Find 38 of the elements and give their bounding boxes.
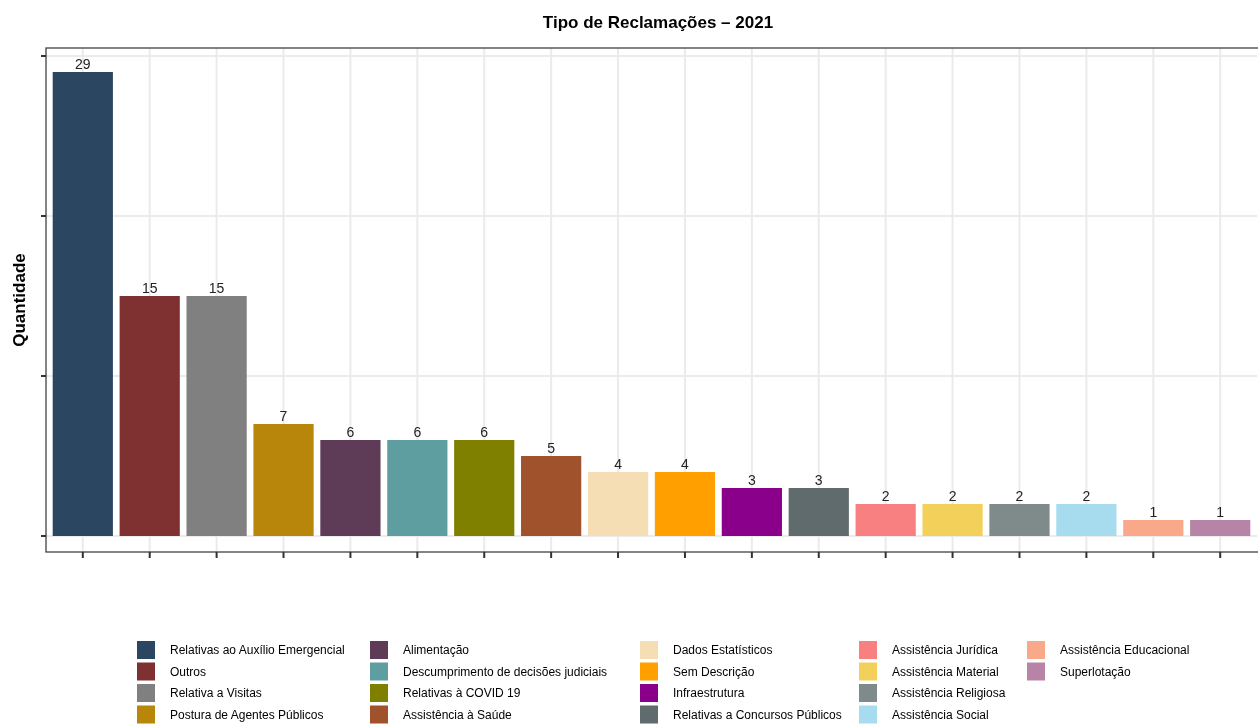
data-label: 2	[1082, 488, 1091, 504]
data-label: 3	[814, 472, 823, 488]
data-label: 3	[747, 472, 756, 488]
legend-label: Relativas à COVID 19	[403, 686, 521, 700]
legend-label: Superlotação	[1060, 664, 1132, 679]
data-label: 15	[208, 280, 225, 296]
legend-label: Infraestrutura	[673, 686, 745, 700]
legend-label: Assistência à Saúde	[403, 707, 513, 722]
data-label: 4	[614, 456, 623, 472]
legend-label: Sem Descrição	[673, 664, 755, 679]
data-label: 1	[1149, 504, 1158, 520]
data-label: 6	[413, 424, 422, 440]
data-label: 6	[480, 424, 489, 440]
chart-title: Tipo de Reclamações – 2021	[542, 13, 774, 32]
data-label: 1	[1216, 504, 1225, 520]
data-label: 2	[881, 488, 890, 504]
data-label: 7	[279, 408, 288, 424]
legend-label: Relativas ao Auxílio Emergencial	[170, 643, 345, 657]
legend-label: Relativas a Concursos Públicos	[673, 707, 842, 722]
data-label: 15	[141, 280, 158, 296]
legend-label: Outros	[170, 664, 207, 679]
legend-label: Assistência Jurídica	[892, 643, 999, 657]
y-axis-title: Quantidade	[10, 253, 29, 347]
data-label: 5	[547, 440, 556, 456]
legend-label: Alimentação	[403, 643, 470, 657]
data-label: 6	[346, 424, 355, 440]
legend-label: Relativa a Visitas	[170, 686, 262, 700]
data-label: 2	[948, 488, 957, 504]
legend-label: Assistência Social	[892, 707, 989, 722]
legend-label: Assistência Religiosa	[892, 686, 1006, 700]
legend-label: Postura de Agentes Públicos	[170, 707, 324, 722]
legend-label: Assistência Material	[892, 664, 999, 679]
legend-label: Descumprimento de decisões judiciais	[403, 664, 608, 679]
legend-label: Dados Estatísticos	[673, 643, 773, 657]
data-label: 2	[1015, 488, 1024, 504]
data-label: 4	[681, 456, 690, 472]
legend-label: Assistência Educacional	[1060, 643, 1190, 657]
data-label: 29	[75, 56, 91, 72]
